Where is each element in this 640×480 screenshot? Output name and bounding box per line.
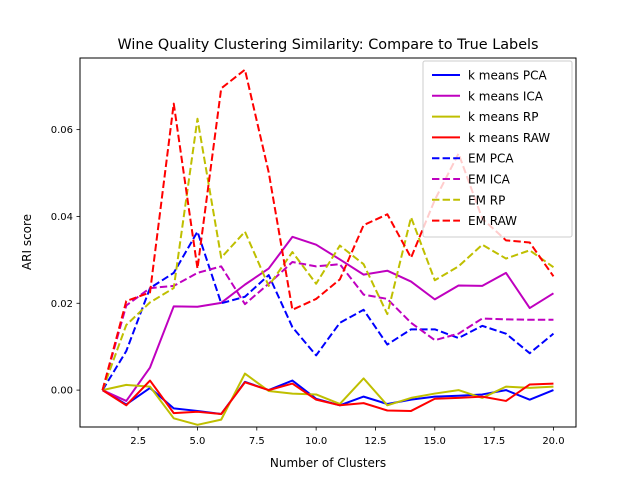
x-axis: 2.5 5.0 7.5 10.0 12.5 15.0 17.5 20.0	[130, 427, 565, 447]
y-tick-label: 0.04	[51, 212, 73, 223]
x-tick-label: 10.0	[305, 436, 327, 447]
legend-label-4: EM PCA	[468, 152, 514, 166]
y-tick-label: 0.00	[51, 386, 73, 397]
x-tick-label: 15.0	[424, 436, 446, 447]
legend-label-0: k means PCA	[468, 69, 547, 83]
x-tick-label: 20.0	[542, 436, 564, 447]
x-tick-label: 7.5	[249, 436, 265, 447]
legend-label-3: k means RAW	[468, 131, 550, 145]
legend-box	[422, 60, 573, 238]
series-line-5	[101, 261, 554, 391]
y-tick-label: 0.06	[51, 125, 73, 136]
chart-title: Wine Quality Clustering Similarity: Comp…	[117, 37, 538, 53]
y-axis-label: ARI score	[20, 214, 34, 270]
series-line-4	[101, 230, 555, 391]
x-tick-label: 2.5	[130, 436, 146, 447]
legend: k means PCA k means ICA k means RP k means …	[422, 60, 573, 238]
legend-label-6: EM RP	[468, 193, 505, 207]
y-axis: 0.00 0.02 0.04 0.06	[51, 125, 80, 397]
y-tick-label: 0.02	[51, 299, 73, 310]
series-line-1	[102, 235, 554, 402]
x-axis-label: Number of Clusters	[270, 456, 386, 470]
legend-label-1: k means ICA	[468, 89, 544, 103]
series-line-3	[102, 379, 554, 415]
plot-frame	[79, 57, 577, 428]
x-tick-label: 17.5	[483, 436, 505, 447]
x-tick-label: 5.0	[190, 436, 206, 447]
series-line-2	[102, 372, 554, 426]
legend-label-5: EM ICA	[468, 173, 511, 187]
legend-label-2: k means RP	[468, 110, 538, 124]
x-tick-label: 12.5	[364, 436, 386, 447]
legend-label-7: EM RAW	[468, 214, 517, 228]
series-line-6	[101, 117, 555, 391]
